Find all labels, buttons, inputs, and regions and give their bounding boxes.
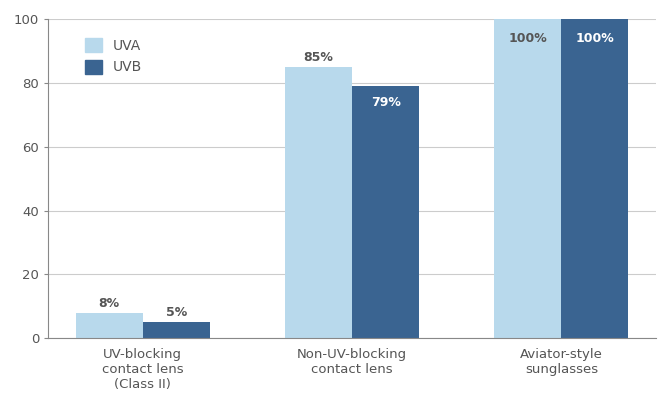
Bar bbox=[494, 19, 561, 339]
Text: 100%: 100% bbox=[509, 32, 547, 45]
Bar bbox=[561, 19, 628, 339]
Legend: UVA, UVB: UVA, UVB bbox=[80, 32, 147, 80]
Text: 79%: 79% bbox=[371, 96, 401, 109]
Text: 5%: 5% bbox=[165, 306, 187, 319]
Bar bbox=[76, 313, 143, 339]
Text: 100%: 100% bbox=[576, 32, 614, 45]
Bar bbox=[285, 67, 352, 339]
Bar bbox=[352, 86, 419, 339]
Bar bbox=[143, 322, 210, 339]
Text: 85%: 85% bbox=[304, 51, 334, 64]
Text: 8%: 8% bbox=[98, 296, 120, 310]
